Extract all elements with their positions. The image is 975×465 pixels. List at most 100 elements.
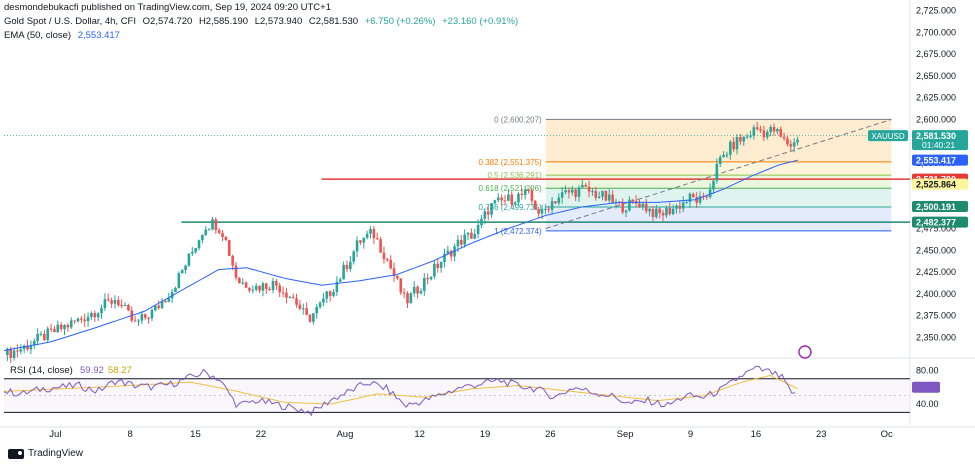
candle-body xyxy=(349,261,352,270)
candle-body xyxy=(399,278,403,293)
candle-body xyxy=(29,345,33,350)
price-tick-label: 2,650.000 xyxy=(916,71,956,81)
candle-body xyxy=(695,197,698,203)
candle-body xyxy=(776,129,779,132)
candle-body xyxy=(584,185,588,187)
symbol-title: Gold Spot / U.S. Dollar, 4h, CFI xyxy=(4,16,136,27)
candle-body xyxy=(439,262,443,268)
candle-body xyxy=(241,282,245,284)
candle-body xyxy=(547,208,551,210)
candle-body xyxy=(725,154,729,156)
candle-body xyxy=(449,250,453,257)
tradingview-brand: TradingView xyxy=(28,448,84,459)
candle-body xyxy=(86,316,90,322)
price-chart[interactable]: 0 (2,600.207) 0.382 (2,551.375) 0.5 (2,536… xyxy=(0,0,975,445)
fib-label-0.5: 0.5 (2,536.291) xyxy=(487,171,542,180)
price-badge-countdown: 01:40:21 xyxy=(922,140,955,150)
candle-body xyxy=(574,189,577,197)
candle-body xyxy=(786,138,789,145)
time-tick-label: 19 xyxy=(480,429,491,440)
lightning-icon xyxy=(798,345,812,359)
candle-body xyxy=(443,253,446,263)
candle-body xyxy=(735,137,739,150)
candle-body xyxy=(614,201,618,203)
price-badge-label: 2,500.191 xyxy=(916,202,956,212)
candle-body xyxy=(658,208,661,214)
candle-body xyxy=(624,210,628,213)
candle-body xyxy=(90,313,93,317)
candle-body xyxy=(611,194,614,203)
candle-body xyxy=(762,130,766,138)
candle-body xyxy=(533,200,537,210)
candle-body xyxy=(26,345,29,350)
candle-body xyxy=(577,187,581,197)
candle-body xyxy=(698,196,702,203)
candle-body xyxy=(167,298,171,302)
candle-body xyxy=(278,285,282,293)
time-tick-label: Jul xyxy=(49,429,61,440)
candle-body xyxy=(466,232,470,235)
publisher-text: desmondebukacfi published on TradingView… xyxy=(4,2,331,13)
candle-body xyxy=(402,292,406,294)
candle-body xyxy=(594,191,598,198)
rsi-tick-label: 40.00 xyxy=(916,399,939,409)
candle-body xyxy=(352,251,355,262)
candle-body xyxy=(6,348,9,355)
candle-body xyxy=(631,199,635,202)
candle-body xyxy=(581,185,584,188)
candle-body xyxy=(591,191,594,193)
candle-body xyxy=(386,259,389,261)
candle-body xyxy=(755,127,759,130)
symbol-tag xyxy=(868,130,908,142)
fib-zone-1 xyxy=(545,161,892,176)
rsi-legend-value: 59.92 xyxy=(80,365,104,376)
fib-zone-0 xyxy=(545,119,892,162)
time-tick-label: Aug xyxy=(336,429,353,440)
candle-body xyxy=(769,126,772,133)
candle-body xyxy=(480,218,483,226)
candle-body xyxy=(765,132,769,138)
candle-body xyxy=(221,233,224,237)
candle-body xyxy=(587,186,591,192)
candle-body xyxy=(335,281,339,292)
candle-body xyxy=(517,193,520,203)
ema-label: EMA (50, close) xyxy=(4,30,72,41)
candle-body xyxy=(325,291,329,299)
time-tick-label: 26 xyxy=(545,429,556,440)
price-tick-label: 2,400.000 xyxy=(916,289,956,299)
price-badge-yellow xyxy=(912,178,968,190)
candle-body xyxy=(406,293,409,304)
candle-body xyxy=(752,127,756,136)
candle-body xyxy=(678,205,682,209)
time-tick-label: 23 xyxy=(816,429,827,440)
candle-body xyxy=(446,250,450,254)
fib-label-0: 0 (2,600.207) xyxy=(494,115,542,124)
time-tick-label: Sep xyxy=(617,429,634,440)
candle-body xyxy=(73,320,76,322)
candle-body xyxy=(63,324,66,330)
time-tick-label: Oc xyxy=(881,429,893,440)
candle-body xyxy=(722,154,725,158)
candle-body xyxy=(426,278,429,280)
candle-body xyxy=(671,208,675,215)
rsi-tick-label: 80.00 xyxy=(916,365,939,375)
candle-body xyxy=(470,232,473,239)
candle-body xyxy=(56,324,60,333)
candle-body xyxy=(668,207,672,215)
candle-body xyxy=(224,236,228,241)
candle-body xyxy=(201,234,204,241)
price-badge-label: 2,553.417 xyxy=(916,156,956,166)
price-tick-label: 2,725.000 xyxy=(916,5,956,15)
candle-body xyxy=(123,304,127,306)
candle-body xyxy=(106,299,110,301)
candle-body xyxy=(560,192,564,198)
time-tick-label: 8 xyxy=(127,429,132,440)
candle-body xyxy=(298,304,302,309)
candle-body xyxy=(423,278,426,291)
time-tick-label: 12 xyxy=(414,429,425,440)
candle-body xyxy=(362,237,366,243)
candle-body xyxy=(207,229,211,231)
candle-body xyxy=(76,318,80,322)
candle-body xyxy=(113,299,117,304)
price-tick-label: 2,475.000 xyxy=(916,224,956,234)
